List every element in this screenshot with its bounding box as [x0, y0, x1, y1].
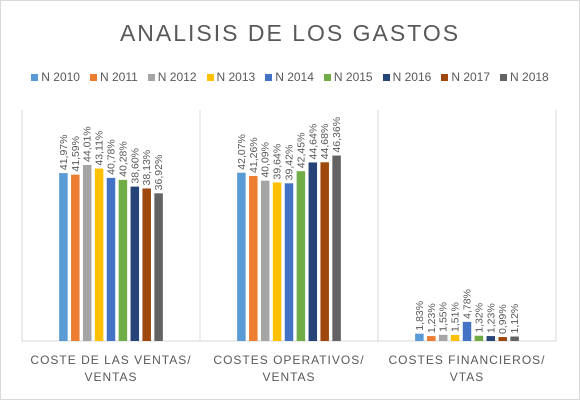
bar — [296, 171, 306, 341]
bar — [82, 164, 92, 341]
bar — [332, 155, 341, 341]
data-label: 1,23% — [426, 303, 438, 333]
legend-item: N 2012 — [147, 70, 197, 84]
bar — [427, 336, 436, 341]
legend-swatch — [323, 73, 331, 81]
legend-label: N 2013 — [216, 70, 256, 84]
data-label: 1,32% — [473, 303, 485, 333]
data-label: 39,64% — [272, 144, 284, 180]
category-label: COSTES OPERATIVOS/ — [213, 353, 364, 367]
legend-label: N 2014 — [275, 70, 314, 84]
data-label: 44,01% — [82, 126, 94, 162]
data-label: 41,26% — [248, 137, 260, 173]
bar — [498, 337, 507, 341]
data-label: 41,97% — [58, 134, 70, 170]
category-label: VENTAS — [262, 370, 315, 384]
data-label: 36,92% — [153, 155, 165, 191]
bar — [142, 188, 151, 341]
category-label: COSTE DE LAS VENTAS/ — [30, 353, 191, 367]
legend-swatch — [441, 73, 449, 81]
legend-swatch — [382, 73, 390, 81]
data-label: 1,83% — [414, 301, 426, 331]
bar — [260, 180, 270, 341]
bar — [415, 333, 424, 341]
bar — [106, 177, 116, 341]
data-label: 41,59% — [70, 136, 82, 172]
data-label: 44,68% — [319, 124, 331, 160]
data-label: 40,28% — [117, 141, 129, 177]
data-label: 1,23% — [485, 303, 497, 333]
bar — [154, 193, 163, 341]
bar — [249, 175, 258, 341]
bar — [94, 168, 104, 341]
data-label: 42,07% — [236, 134, 248, 170]
chart-legend: N 2010 N 2011 N 2012 N 2013 N 2014 N 2015 N 20… — [0, 70, 580, 84]
bar — [71, 174, 80, 341]
bar — [450, 334, 460, 341]
legend-label: N 2015 — [333, 70, 373, 84]
legend-swatch — [206, 73, 214, 81]
legend-item: N 2013 — [206, 70, 256, 84]
legend-label: N 2016 — [392, 70, 432, 84]
data-label: 39,42% — [284, 145, 296, 181]
legend-item: N 2016 — [382, 70, 432, 84]
legend-item: N 2017 — [441, 70, 490, 84]
bar — [272, 182, 282, 341]
legend-item: N 2011 — [89, 70, 138, 84]
legend-item: N 2014 — [265, 70, 314, 84]
legend-item: N 2018 — [500, 70, 549, 84]
data-label: 4,78% — [462, 289, 474, 319]
category-label: COSTES FINANCIEROS/ — [388, 353, 545, 367]
bar — [320, 162, 329, 341]
data-label: 38,60% — [129, 148, 141, 184]
legend-label: N 2012 — [157, 70, 197, 84]
bar — [59, 173, 68, 341]
legend-swatch — [265, 73, 273, 81]
bar — [284, 183, 294, 341]
bar — [438, 334, 448, 341]
bar — [130, 186, 140, 341]
bar — [118, 179, 128, 341]
data-label: 43,11% — [94, 131, 106, 166]
bar — [462, 321, 472, 341]
chart-title: ANALISIS DE LOS GASTOS — [119, 20, 461, 46]
legend-label: N 2017 — [451, 70, 491, 84]
legend-swatch — [147, 73, 155, 81]
bar — [237, 172, 246, 341]
legend-label: N 2011 — [99, 70, 138, 84]
legend-label: N 2018 — [510, 70, 549, 84]
legend-swatch — [31, 73, 39, 81]
bar — [486, 336, 496, 341]
data-label: 42,45% — [295, 133, 307, 169]
data-label: 0,99% — [497, 304, 509, 334]
category-label: VTAS — [450, 370, 484, 384]
data-label: 1,51% — [450, 302, 462, 332]
data-label: 1,12% — [509, 304, 521, 334]
category-label: VENTAS — [84, 370, 137, 384]
data-label: 40,78% — [106, 139, 118, 175]
legend-swatch — [89, 73, 97, 81]
bar — [308, 162, 318, 341]
legend-item: N 2015 — [323, 70, 373, 84]
legend-label: N 2010 — [41, 70, 80, 84]
data-label: 40,09% — [260, 142, 272, 178]
data-label: 44,64% — [307, 124, 319, 160]
data-label: 1,55% — [438, 302, 450, 332]
bar — [510, 336, 519, 341]
legend-item: N 2010 — [31, 70, 80, 84]
data-label: 46,36% — [331, 117, 343, 153]
bar — [474, 335, 484, 341]
legend-swatch — [500, 73, 508, 81]
data-label: 38,13% — [141, 150, 153, 186]
